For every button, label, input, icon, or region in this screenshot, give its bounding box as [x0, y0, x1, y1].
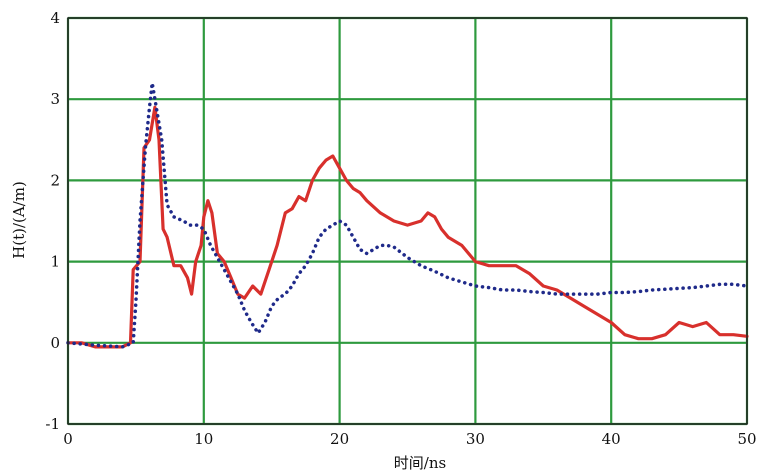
y-tick-label: 2 — [50, 171, 60, 189]
x-tick-label: 20 — [330, 430, 349, 448]
y-tick-label: 3 — [50, 90, 60, 108]
y-tick-label: 4 — [50, 9, 60, 27]
plot-frame — [67, 17, 748, 425]
x-tick-label: 0 — [63, 430, 73, 448]
x-tick-label: 30 — [466, 430, 485, 448]
series-layer — [66, 81, 749, 349]
y-tick-label: 1 — [50, 253, 60, 271]
y-tick-label: -1 — [45, 415, 60, 433]
grid — [66, 16, 749, 426]
series-line-solid — [66, 105, 749, 349]
y-axis-label: H(t)/(A/m) — [10, 181, 28, 259]
x-axis-label: 时间/ns — [394, 454, 446, 472]
series-line-dotted — [66, 81, 749, 349]
x-tick-label: 50 — [737, 430, 756, 448]
y-tick-label: 0 — [50, 334, 60, 352]
x-tick-label: 40 — [602, 430, 621, 448]
x-tick-label: 10 — [194, 430, 213, 448]
